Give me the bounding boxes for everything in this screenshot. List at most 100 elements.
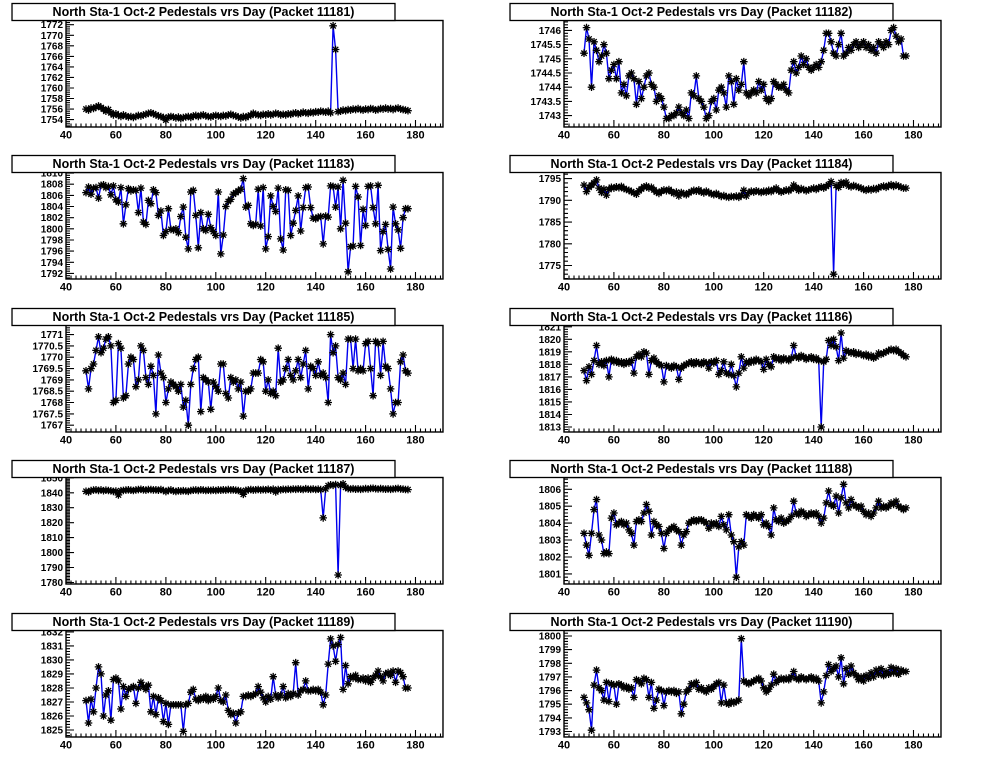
y-tick-label: 1798 bbox=[539, 658, 562, 669]
y-tick-label: 1803 bbox=[539, 536, 562, 547]
x-tick-label: 120 bbox=[257, 587, 275, 599]
y-tick-label: 1744.5 bbox=[530, 68, 561, 79]
y-tick-label: 1820 bbox=[41, 518, 64, 529]
y-tick-label: 1814 bbox=[539, 410, 562, 421]
chart-title: North Sta-1 Oct-2 Pedestals vrs Day (Pac… bbox=[53, 615, 355, 629]
series-markers bbox=[580, 634, 910, 734]
y-tick-label: 1744 bbox=[539, 83, 562, 94]
y-tick-label: 1790 bbox=[41, 563, 64, 574]
axis-ticks bbox=[563, 326, 940, 433]
chart-11185: 40 60 80 100 120 140 160 180 17671767.517681768.… bbox=[11, 307, 444, 446]
chart-11181: 40 60 80 100 120 140 160 1801754175617581760176… bbox=[11, 2, 444, 141]
series-markers bbox=[82, 175, 412, 276]
series-markers bbox=[82, 633, 412, 735]
y-tick-label: 1828 bbox=[41, 683, 64, 694]
x-tick-label: 120 bbox=[257, 739, 275, 751]
x-tick-label: 80 bbox=[160, 129, 172, 141]
y-tick-label: 1746 bbox=[539, 26, 562, 37]
x-tick-label: 140 bbox=[307, 434, 325, 446]
series-markers bbox=[82, 480, 412, 579]
series-markers bbox=[580, 328, 910, 431]
x-tick-label: 180 bbox=[904, 434, 922, 446]
axis-ticks bbox=[563, 21, 940, 127]
y-tick-label: 1806 bbox=[539, 485, 562, 496]
x-tick-label: 180 bbox=[406, 434, 424, 446]
x-tick-label: 140 bbox=[307, 739, 325, 751]
x-tick-label: 160 bbox=[854, 282, 872, 294]
y-tick-label: 1745.5 bbox=[530, 40, 561, 51]
y-tick-label: 1818 bbox=[539, 360, 562, 371]
y-tick-label: 1810 bbox=[41, 533, 64, 544]
x-tick-label: 160 bbox=[356, 434, 374, 446]
x-tick-label: 80 bbox=[160, 587, 172, 599]
chart-11184: 40 60 80 100 120 140 160 180 1775 1780 1785 1790 179… bbox=[509, 155, 942, 294]
chart-title: North Sta-1 Oct-2 Pedestals vrs Day (Pac… bbox=[551, 157, 853, 171]
x-tick-label: 100 bbox=[207, 739, 225, 751]
x-tick-label: 120 bbox=[257, 129, 275, 141]
series-markers bbox=[580, 176, 910, 279]
y-tick-label: 1816 bbox=[539, 385, 562, 396]
y-tick-label: 1805 bbox=[539, 502, 562, 513]
chart-11187: 40 60 80 100 120 140 160 180 1780 1790 1800 1810 182… bbox=[11, 460, 444, 599]
x-tick-label: 40 bbox=[558, 739, 570, 751]
plot-frame bbox=[563, 324, 942, 433]
x-tick-label: 80 bbox=[160, 434, 172, 446]
x-tick-label: 180 bbox=[904, 129, 922, 141]
x-tick-label: 160 bbox=[854, 587, 872, 599]
chart-11182: 40 60 80 100 120 140 160 180 1743 1743.5 1744 1744.… bbox=[509, 2, 942, 141]
x-tick-label: 120 bbox=[755, 434, 773, 446]
x-tick-label: 60 bbox=[608, 282, 620, 294]
x-tick-label: 60 bbox=[608, 739, 620, 751]
y-tick-label: 1795 bbox=[539, 174, 562, 185]
y-tick-label: 1820 bbox=[539, 335, 562, 346]
y-tick-label: 1799 bbox=[539, 645, 562, 656]
y-tick-label: 1825 bbox=[41, 725, 64, 736]
y-tick-label: 1808 bbox=[41, 180, 64, 191]
x-tick-label: 140 bbox=[307, 282, 325, 294]
y-tick-label: 1850 bbox=[41, 473, 64, 484]
x-tick-label: 160 bbox=[356, 129, 374, 141]
x-tick-label: 60 bbox=[110, 129, 122, 141]
y-tick-label: 1819 bbox=[539, 347, 562, 358]
x-tick-label: 80 bbox=[160, 282, 172, 294]
x-tick-label: 180 bbox=[406, 282, 424, 294]
y-tick-label: 1830 bbox=[41, 503, 64, 514]
y-tick-label: 1827 bbox=[41, 697, 64, 708]
chart-pad-11184: 40 60 80 100 120 140 160 180 1775 1780 1785 1790 179… bbox=[498, 152, 996, 304]
x-tick-label: 100 bbox=[705, 129, 723, 141]
y-tick-label: 1810 bbox=[41, 169, 64, 180]
x-tick-label: 180 bbox=[406, 739, 424, 751]
y-tick-label: 1802 bbox=[41, 214, 64, 225]
chart-title-box bbox=[11, 2, 396, 22]
y-tick-label: 1831 bbox=[41, 641, 64, 652]
chart-pad-11186: 40 60 80 100 120 140 160 180 1813 1814 1815 1816 181… bbox=[498, 305, 996, 457]
chart-title: North Sta-1 Oct-2 Pedestals vrs Day (Pac… bbox=[53, 310, 355, 324]
y-tick-label: 1832 bbox=[41, 627, 64, 638]
chart-pad-11182: 40 60 80 100 120 140 160 180 1743 1743.5 1744 1744.… bbox=[498, 0, 996, 152]
y-tick-label: 1760 bbox=[41, 83, 64, 94]
chart-title-box bbox=[509, 460, 894, 479]
x-tick-label: 120 bbox=[755, 739, 773, 751]
x-tick-label: 140 bbox=[805, 282, 823, 294]
plot-frame bbox=[65, 629, 444, 738]
plot-frame bbox=[563, 476, 942, 585]
y-tick-label: 1829 bbox=[41, 669, 64, 680]
series-line bbox=[583, 332, 907, 427]
y-tick-label: 1802 bbox=[539, 553, 562, 564]
chart-title-box bbox=[11, 460, 396, 479]
y-tick-label: 1771 bbox=[41, 330, 64, 341]
axis-ticks bbox=[65, 477, 442, 585]
x-tick-label: 40 bbox=[558, 282, 570, 294]
axis-ticks bbox=[563, 632, 940, 738]
y-tick-label: 1770 bbox=[41, 31, 64, 42]
x-tick-label: 100 bbox=[705, 434, 723, 446]
chart-title-box bbox=[509, 612, 894, 631]
series-markers bbox=[82, 330, 412, 429]
y-tick-label: 1770.5 bbox=[32, 341, 63, 352]
x-tick-label: 60 bbox=[608, 129, 620, 141]
x-tick-label: 160 bbox=[356, 587, 374, 599]
y-tick-label: 1817 bbox=[539, 372, 562, 383]
x-tick-label: 160 bbox=[854, 434, 872, 446]
